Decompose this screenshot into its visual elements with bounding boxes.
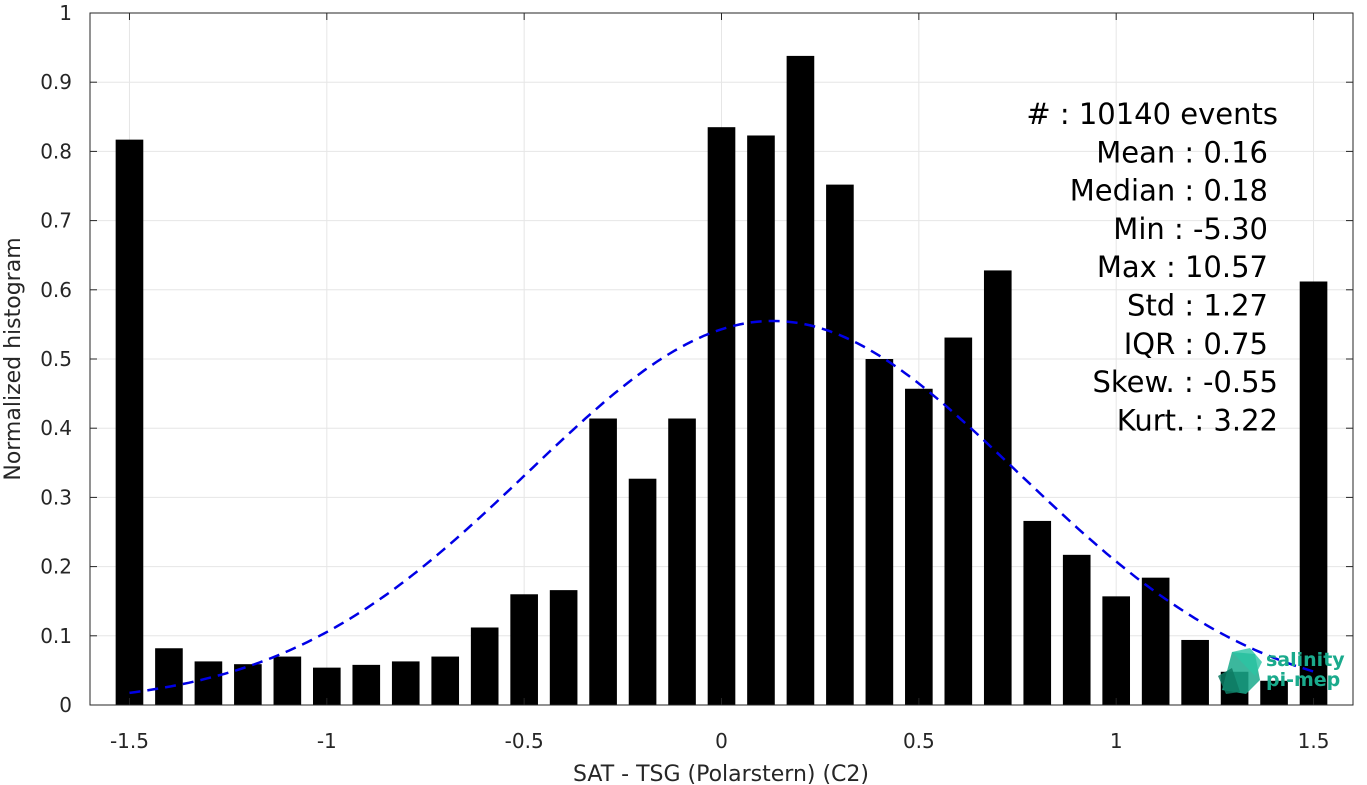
- stat-line: Median : 0.18: [1070, 174, 1268, 208]
- histogram-bar: [1299, 281, 1328, 705]
- histogram-bar: [510, 594, 538, 705]
- histogram-bar: [431, 656, 460, 705]
- histogram-bar: [628, 478, 657, 705]
- histogram-bar: [826, 184, 854, 706]
- salinity-pimep-logo: salinity pi-mep: [1218, 648, 1345, 694]
- logo-icon: [1218, 648, 1262, 694]
- y-axis-ticks: 0 0.1 0.2 0.3 0.4 0.5 0.6 0.7 0.8 0.9 1: [40, 1, 1353, 717]
- histogram-bar: [983, 270, 1012, 705]
- y-tick-label: 0.2: [40, 555, 72, 579]
- histogram-bar: [707, 127, 736, 706]
- y-tick-label: 0.3: [40, 485, 72, 509]
- y-tick-label: 0.9: [40, 70, 72, 94]
- x-tick-label: 0: [715, 729, 728, 753]
- stat-line: Mean : 0.16: [1096, 135, 1268, 169]
- y-tick-label: 0.8: [40, 139, 72, 163]
- stat-line: Min : -5.30: [1113, 212, 1268, 246]
- histogram-bar: [1260, 680, 1288, 705]
- stat-line: IQR : 0.75: [1124, 327, 1268, 361]
- statistics-box: # : 10140 events Mean : 0.16 Median : 0.18…: [1026, 97, 1278, 437]
- y-tick-label: 0.6: [40, 278, 72, 302]
- logo-text-line2: pi-mep: [1266, 669, 1340, 691]
- stat-line: Kurt. : 3.22: [1117, 403, 1278, 437]
- histogram-bar: [865, 359, 894, 705]
- stat-line: Std : 1.27: [1127, 289, 1268, 323]
- y-tick-label: 0.7: [40, 209, 72, 233]
- histogram-bar: [747, 135, 775, 705]
- histogram-bar: [1062, 554, 1091, 705]
- histogram-bar: [115, 139, 144, 706]
- histogram-bar: [668, 418, 696, 705]
- histogram-bar: [549, 590, 578, 705]
- x-tick-label: 1.5: [1298, 729, 1330, 753]
- histogram-bar: [905, 388, 933, 705]
- stat-line: # : 10140 events: [1026, 97, 1278, 131]
- histogram-bar: [786, 55, 815, 706]
- histogram-bar: [1023, 520, 1052, 705]
- histogram-bar: [1181, 639, 1209, 705]
- x-tick-label: 0.5: [903, 729, 935, 753]
- y-tick-label: 1: [59, 1, 72, 25]
- x-tick-label: -1.5: [110, 729, 149, 753]
- histogram-bar: [234, 664, 262, 705]
- histogram-bar: [589, 418, 617, 705]
- logo-text-line1: salinity: [1266, 649, 1345, 671]
- x-tick-label: -0.5: [505, 729, 544, 753]
- histogram-bar: [470, 627, 499, 705]
- x-tick-label: 1: [1110, 729, 1123, 753]
- y-tick-label: 0.5: [40, 347, 72, 371]
- x-tick-label: -1: [317, 729, 337, 753]
- histogram-bar: [155, 648, 183, 705]
- histogram-bar: [1141, 577, 1170, 705]
- y-axis-label: Normalized histogram: [1, 237, 26, 480]
- y-tick-label: 0.1: [40, 624, 72, 648]
- histogram-bar: [352, 664, 381, 705]
- x-axis-ticks: -1.5 -1 -0.5 0 0.5 1 1.5: [110, 13, 1329, 753]
- x-axis-label: SAT - TSG (Polarstern) (C2): [573, 762, 869, 785]
- y-tick-label: 0: [59, 693, 72, 717]
- histogram-bar: [391, 661, 420, 705]
- stat-line: Skew. : -0.55: [1092, 365, 1278, 399]
- histogram-bar: [1102, 596, 1131, 705]
- stat-line: Max : 10.57: [1097, 250, 1268, 284]
- y-tick-label: 0.4: [40, 416, 72, 440]
- histogram-bar: [273, 656, 302, 705]
- normal-fit-curve-group: [129, 319, 1314, 695]
- histogram-bar: [944, 337, 973, 705]
- histogram-bars: [115, 55, 1328, 706]
- histogram-bar: [194, 661, 223, 705]
- normal-fit-curve: [129, 319, 1314, 695]
